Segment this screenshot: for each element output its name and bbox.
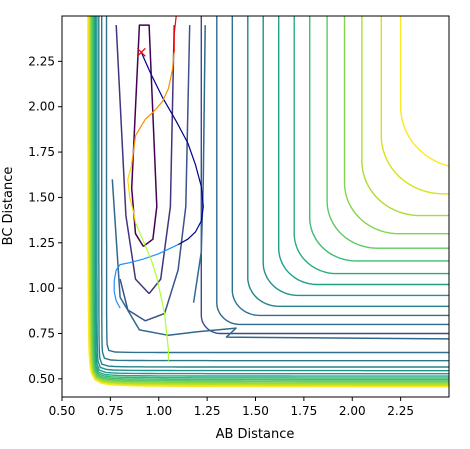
x-tick-label: 1.75: [291, 404, 318, 418]
contour-corner-5: [278, 16, 449, 286]
x-tick-label: 2.00: [339, 404, 366, 418]
contour-wall-0: [105, 16, 449, 354]
x-tick-label: 0.50: [49, 404, 76, 418]
contour-wall-1: [101, 16, 449, 362]
trajectory-sky-blue: [113, 244, 179, 309]
x-axis-ticks: 0.50 0.75 1.00 1.25 1.50 1.75 2.00 2.25: [49, 397, 414, 418]
contour-wall-7: [91, 16, 449, 381]
contour-corner-9: [343, 16, 449, 235]
contour-wall-3: [96, 16, 449, 372]
x-axis-label: AB Distance: [216, 427, 295, 442]
contour-wall-9: [90, 16, 449, 383]
y-tick-label: 1.00: [28, 281, 55, 295]
contour-lines: [87, 16, 449, 388]
contour-corner-4: [262, 16, 449, 297]
contour-inner-0: [130, 24, 158, 247]
y-axis-label: BC Distance: [1, 167, 16, 246]
x-tick-label: 1.50: [242, 404, 269, 418]
trajectory-lines: [113, 16, 204, 361]
contour-corner-12: [399, 16, 449, 167]
x-tick-label: 1.25: [194, 404, 221, 418]
y-tick-label: 2.00: [28, 100, 55, 114]
contour-corner-8: [326, 16, 449, 249]
contour-wall-2: [98, 16, 449, 368]
trajectory-red: [173, 16, 177, 53]
contour-corner-2: [231, 16, 449, 317]
trajectory-dark-blue: [140, 52, 204, 246]
contour-corner-7: [309, 16, 449, 262]
contour-corner-3: [247, 16, 449, 307]
x-tick-label: 2.25: [387, 404, 414, 418]
marker-stroke-b: [136, 47, 146, 57]
y-tick-label: 2.25: [28, 54, 55, 68]
contour-inner-1: [148, 25, 175, 295]
y-tick-label: 1.50: [28, 190, 55, 204]
trajectory-yellow: [127, 164, 137, 223]
contour-wall-13: [87, 16, 449, 388]
contour-wall-6: [92, 16, 449, 379]
contour-corner-6: [293, 16, 449, 275]
contour-wall-4: [94, 16, 449, 375]
contour-corner-0: [200, 16, 449, 335]
y-tick-label: 1.25: [28, 236, 55, 250]
contour-corner-1: [216, 16, 449, 326]
contour-wall-8: [91, 16, 449, 382]
y-tick-label: 1.75: [28, 145, 55, 159]
contour-corner-11: [380, 16, 449, 195]
contour-inner-2: [115, 25, 150, 295]
x-tick-label: 0.75: [97, 404, 124, 418]
trajectory-orange: [131, 52, 175, 165]
trajectory-yellow-green: [134, 222, 169, 361]
plot-background: [62, 16, 449, 397]
start-marker: [136, 47, 146, 57]
contour-corner-10: [361, 16, 449, 217]
y-axis-ticks: 0.50 0.75 1.00 1.25 1.50 1.75 2.00 2.25: [28, 54, 62, 386]
contour-wall-5: [93, 16, 449, 377]
y-tick-label: 0.50: [28, 372, 55, 386]
contour-inner-4: [111, 179, 449, 340]
y-tick-label: 0.75: [28, 327, 55, 341]
x-tick-label: 1.00: [145, 404, 172, 418]
